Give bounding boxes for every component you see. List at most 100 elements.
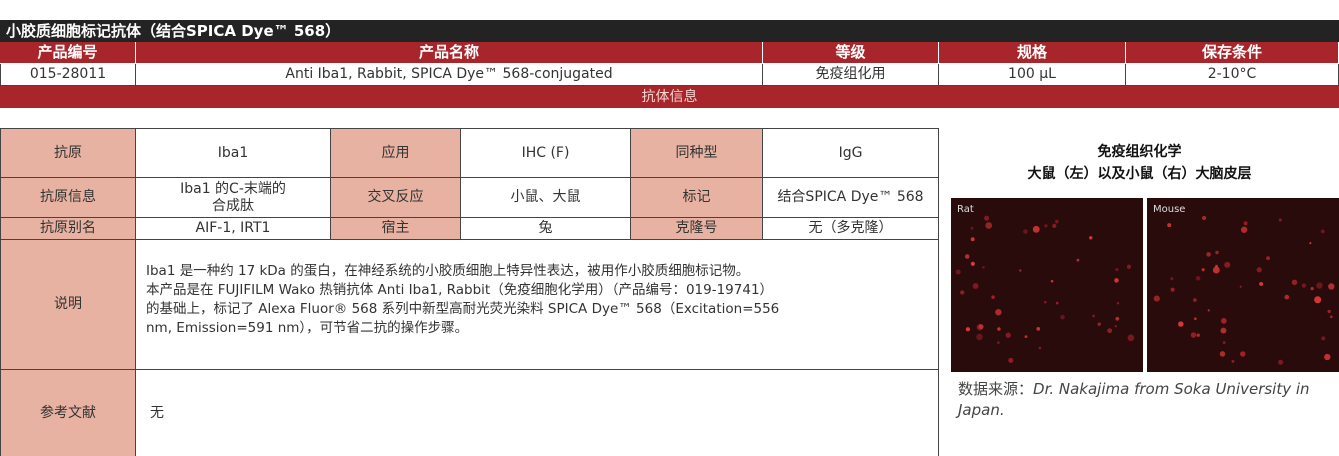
cell-dot <box>1212 266 1220 274</box>
figure-title: 大鼠（左）以及小鼠（右）大脑皮层 <box>1027 166 1252 182</box>
cell: 无（多克隆） <box>763 218 939 240</box>
cell-dot <box>984 215 990 221</box>
cell-dot <box>972 283 979 289</box>
cell-dot <box>1178 321 1184 327</box>
cell: AIF-1, IRT1 <box>136 218 331 240</box>
cell-dot <box>1050 279 1054 283</box>
cell-dot <box>1320 229 1325 234</box>
source-text: Dr. Nakajima from Soka University in Jap… <box>958 380 1310 419</box>
cell: IHC (F) <box>461 128 631 178</box>
cell-dot <box>1097 322 1101 326</box>
cell-dot <box>970 237 975 242</box>
panel-label: Rat <box>957 204 974 215</box>
cell-dot <box>1005 332 1011 338</box>
label-cell: 同种型 <box>631 128 763 178</box>
label-cell: 交叉反应 <box>331 178 461 218</box>
cell-dot <box>1076 258 1080 262</box>
label-cell: 应用 <box>331 128 461 178</box>
cell: 免疫组化用 <box>763 64 939 86</box>
cell-dot <box>1201 268 1205 272</box>
header-cell: 等级 <box>763 42 939 64</box>
header-cell: 规格 <box>939 42 1126 64</box>
cell-dot <box>997 327 1001 331</box>
cell-dot <box>960 290 965 295</box>
figure-title: 免疫组织化学 <box>1097 144 1182 160</box>
cell-dot <box>1055 301 1059 305</box>
cell-dot <box>1278 218 1282 222</box>
cell-dot <box>1240 226 1248 233</box>
cell-dot <box>1114 278 1119 283</box>
cell-dot <box>1220 318 1227 324</box>
description-line: 的基础上，标记了 Alexa Fluor® 568 系列中新型高耐光荧光染料 S… <box>146 301 780 317</box>
cell: 兔 <box>461 218 631 240</box>
label-cell: 抗原 <box>0 128 136 178</box>
cell-dot <box>1243 221 1248 226</box>
cell-dot <box>1278 359 1284 365</box>
cell-dot <box>1032 225 1040 233</box>
cell: Anti Iba1, Rabbit, SPICA Dye™ 568-conjug… <box>136 64 763 86</box>
cell-dot <box>1259 281 1264 286</box>
cell-dot <box>1089 236 1093 240</box>
cell-dot <box>1170 277 1174 281</box>
panel <box>951 198 1143 372</box>
cell-dot <box>1019 269 1022 272</box>
cell-dot <box>995 308 1002 316</box>
cell-dot <box>1115 316 1120 321</box>
cell: 100 µL <box>939 64 1126 86</box>
cell-dot <box>964 254 970 259</box>
panel <box>1147 198 1339 372</box>
cell-dot <box>1052 223 1057 229</box>
cell-dot <box>1036 326 1041 331</box>
cell: Iba1 <box>136 128 331 178</box>
cell-dot <box>1207 309 1210 312</box>
cell-dot <box>1038 346 1042 350</box>
cell-dot <box>1193 317 1197 321</box>
cell-dot <box>1201 215 1207 221</box>
page-title: 小胶质细胞标记抗体（结合SPICA Dye™ 568） <box>0 20 1339 42</box>
figure-image: Rat Mouse <box>951 198 1339 372</box>
cell-dot <box>1115 268 1119 272</box>
cell-dot <box>1153 295 1160 302</box>
cell: 015-28011 <box>0 64 136 86</box>
cell-dot <box>1114 325 1117 328</box>
cell: Iba1 的C-末端的 合成肽 <box>136 178 331 218</box>
cell-dot <box>1231 359 1235 363</box>
cell-dot <box>970 226 974 230</box>
header-cell: 产品编号 <box>0 42 136 64</box>
cell-dot <box>1092 314 1095 318</box>
cell-dot <box>1301 283 1307 288</box>
cell-dot <box>1008 357 1014 363</box>
header-cell: 产品名称 <box>136 42 763 64</box>
cell-dot <box>970 261 975 266</box>
cell: 结合SPICA Dye™ 568 <box>763 178 939 218</box>
label-cell: 参考文献 <box>0 370 136 456</box>
label-cell: 说明 <box>0 240 136 370</box>
cell-dot <box>1167 223 1172 228</box>
label-cell: 抗原别名 <box>0 218 136 240</box>
cell-dot <box>1321 336 1326 341</box>
panel-label: Mouse <box>1153 204 1185 215</box>
cell-dot <box>982 266 985 269</box>
label-cell: 抗原信息 <box>0 178 136 218</box>
cell-dot <box>1309 242 1312 245</box>
description: Iba1 是一种约 17 kDa 的蛋白，在神经系统的小胶质细胞上特异性表达，被… <box>146 262 779 338</box>
cell-dot <box>1327 309 1331 314</box>
cell-dot <box>1206 252 1211 257</box>
cell-dot <box>985 222 993 229</box>
cell-dot <box>965 327 971 332</box>
cell-dot <box>1127 334 1135 342</box>
cell: 小鼠、大鼠 <box>461 178 631 218</box>
cell-dot <box>1043 300 1047 304</box>
cell-dot <box>1060 314 1065 320</box>
cell-dot <box>1044 224 1048 228</box>
cell-dot <box>1116 302 1120 305</box>
cell-dot <box>1224 261 1231 268</box>
description-line: Iba1 是一种约 17 kDa 的蛋白，在神经系统的小胶质细胞上特异性表达，被… <box>146 263 750 279</box>
cell-dot <box>1196 333 1200 337</box>
cell-dot <box>1256 267 1262 273</box>
cell-dot <box>1215 250 1219 255</box>
cell-dot <box>1222 341 1226 344</box>
cell-dot <box>1126 264 1132 269</box>
cell-dot <box>955 269 961 275</box>
cell-dot <box>991 295 995 299</box>
